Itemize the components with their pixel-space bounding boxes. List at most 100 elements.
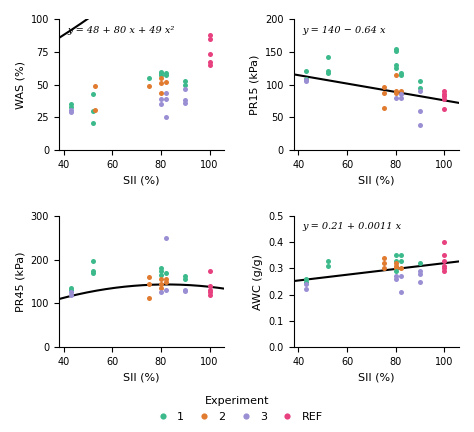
Point (182, 276, 189, 283)
Point (397, 289, 404, 295)
Point (145, 83, 153, 89)
Point (302, 77, 310, 84)
Point (162, 234, 170, 241)
Point (416, 108, 424, 114)
Point (67, 291, 75, 298)
Y-axis label: AWC (g/g): AWC (g/g) (253, 254, 263, 310)
Point (324, 70, 331, 76)
Point (89, 257, 97, 264)
Point (162, 287, 170, 294)
Y-axis label: WAS (%): WAS (%) (15, 60, 25, 108)
Point (157, 267, 165, 274)
Text: y = 140 − 0.64 x: y = 140 − 0.64 x (302, 25, 385, 35)
Point (380, 265, 387, 272)
Point (162, 269, 170, 276)
Point (392, 260, 400, 267)
Point (182, 97, 189, 104)
Point (392, 273, 400, 280)
Point (157, 72, 165, 79)
Point (182, 99, 189, 106)
Point (162, 70, 170, 76)
Point (157, 265, 165, 272)
Point (392, 265, 400, 272)
Point (89, 267, 97, 274)
Point (162, 79, 170, 86)
Point (67, 109, 75, 116)
Point (302, 67, 310, 74)
Y-axis label: PR15 (kPa): PR15 (kPa) (250, 54, 260, 115)
Point (302, 276, 310, 283)
Point (441, 265, 448, 272)
Point (67, 285, 75, 292)
Point (392, 61, 400, 68)
Point (89, 119, 97, 126)
Point (392, 65, 400, 72)
Point (67, 101, 75, 108)
Point (206, 51, 213, 58)
Text: y = 48 + 80 x + 49 x²: y = 48 + 80 x + 49 x² (67, 25, 174, 35)
Point (392, 267, 400, 274)
Point (89, 269, 97, 276)
Legend: 1, 2, 3, REF: 1, 2, 3, REF (147, 392, 327, 426)
Point (397, 71, 404, 78)
Point (380, 260, 387, 267)
Point (397, 70, 404, 76)
Point (206, 289, 213, 296)
Point (145, 280, 153, 287)
Point (392, 257, 400, 264)
Point (416, 88, 424, 95)
Point (392, 252, 400, 259)
Point (441, 95, 448, 102)
Point (89, 108, 97, 114)
Point (157, 271, 165, 278)
Point (441, 88, 448, 95)
Point (206, 61, 213, 68)
Point (324, 257, 331, 264)
Point (302, 281, 310, 288)
X-axis label: SII (%): SII (%) (358, 175, 394, 185)
Point (157, 75, 165, 82)
Point (145, 75, 153, 82)
Point (206, 287, 213, 294)
Point (397, 252, 404, 259)
Point (162, 89, 170, 96)
Point (392, 45, 400, 52)
Point (392, 262, 400, 269)
Point (302, 76, 310, 83)
Point (397, 88, 404, 95)
Point (441, 257, 448, 264)
Point (157, 70, 165, 76)
Point (157, 280, 165, 287)
Point (182, 77, 189, 84)
Point (441, 91, 448, 98)
Point (397, 257, 404, 264)
Point (206, 267, 213, 274)
Point (182, 287, 189, 294)
Point (162, 279, 170, 286)
Point (392, 48, 400, 54)
Point (416, 270, 424, 277)
X-axis label: SII (%): SII (%) (358, 372, 394, 382)
Point (380, 104, 387, 111)
Point (380, 84, 387, 91)
X-axis label: SII (%): SII (%) (123, 175, 160, 185)
Point (162, 276, 170, 283)
Point (416, 260, 424, 267)
Point (182, 273, 189, 280)
Point (157, 289, 165, 296)
Point (441, 105, 448, 112)
Point (206, 291, 213, 298)
X-axis label: SII (%): SII (%) (123, 372, 160, 382)
Point (302, 286, 310, 293)
Point (145, 294, 153, 301)
Point (324, 54, 331, 60)
Point (91, 106, 99, 113)
Point (206, 35, 213, 42)
Point (441, 267, 448, 274)
Point (441, 252, 448, 259)
Point (162, 95, 170, 102)
Point (324, 262, 331, 269)
Point (397, 94, 404, 101)
Point (441, 92, 448, 99)
Point (157, 80, 165, 87)
